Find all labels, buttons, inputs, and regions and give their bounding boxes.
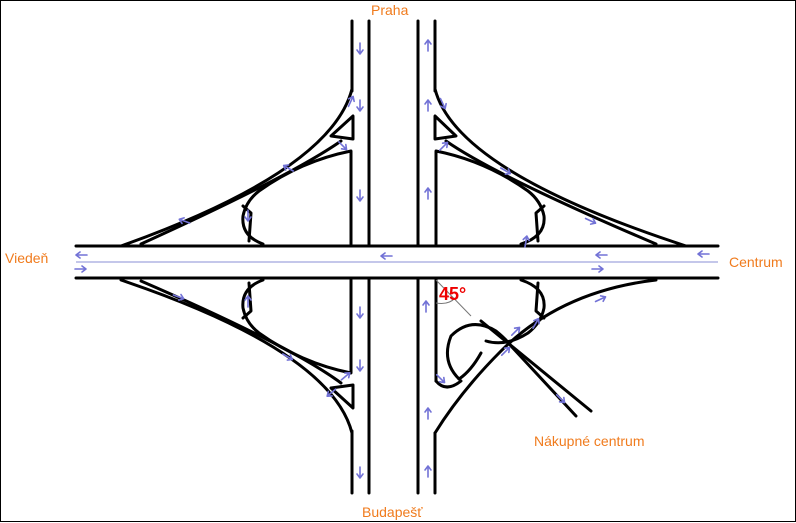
- direction-arrow-icon: [555, 393, 566, 404]
- centrum-label: Centrum: [729, 254, 783, 270]
- ramp-southeast: [433, 278, 658, 435]
- direction-arrow-icon: [435, 373, 446, 384]
- budapest-label: Budapešť: [362, 504, 423, 520]
- direction-arrow-icon: [697, 250, 710, 258]
- direction-arrow-icon: [522, 235, 530, 248]
- direction-arrow-icon: [282, 353, 294, 361]
- ramp-northeast: [433, 87, 688, 248]
- direction-arrow-icon: [244, 295, 252, 308]
- direction-arrow-icon: [424, 407, 432, 420]
- direction-arrow-icon: [500, 346, 511, 357]
- direction-arrow-icon: [422, 300, 430, 313]
- angle-label: 45°: [439, 284, 467, 304]
- direction-arrow-icon: [532, 317, 540, 329]
- direction-arrow-icon: [424, 187, 432, 200]
- direction-arrow-icon: [584, 217, 597, 225]
- direction-arrow-icon: [439, 97, 447, 110]
- direction-arrow-icon: [326, 388, 337, 398]
- shopping-spur: [445, 319, 593, 418]
- direction-arrow-icon: [75, 251, 88, 259]
- direction-arrow-icon: [424, 99, 432, 112]
- north-south-highway: [350, 19, 437, 495]
- direction-arrow-icon: [178, 217, 191, 225]
- direction-arrow-icon: [356, 359, 364, 372]
- direction-arrow-icon: [380, 252, 393, 260]
- shopping-centre-label: Nákupné centrum: [534, 433, 645, 449]
- ramp-northwest: [119, 87, 355, 248]
- direction-arrow-icon: [347, 95, 355, 108]
- direction-arrow-icon: [510, 326, 521, 337]
- direction-arrow-icon: [356, 42, 364, 55]
- angle-marker: [435, 279, 472, 317]
- direction-arrow-icon: [594, 295, 607, 303]
- direction-arrow-icon: [438, 141, 449, 152]
- vieden-label: Viedeň: [5, 250, 49, 266]
- direction-arrow-icon: [337, 140, 348, 151]
- direction-arrow-icon: [424, 39, 432, 52]
- direction-arrow-icon: [356, 99, 364, 112]
- direction-arrow-icon: [282, 164, 294, 172]
- direction-arrow-icon: [172, 293, 185, 301]
- direction-arrows: [74, 39, 710, 479]
- direction-arrow-icon: [424, 465, 432, 478]
- direction-arrow-icon: [500, 167, 512, 175]
- praha-label: Praha: [371, 2, 409, 18]
- direction-arrow-icon: [340, 371, 351, 381]
- direction-arrow-icon: [244, 209, 252, 222]
- ramp-southwest: [119, 278, 355, 435]
- direction-arrow-icon: [74, 265, 87, 273]
- direction-arrow-icon: [356, 466, 364, 479]
- direction-arrow-icon: [591, 265, 604, 273]
- east-west-highway: [74, 244, 720, 280]
- direction-arrow-icon: [595, 251, 608, 259]
- direction-arrow-icon: [356, 189, 364, 202]
- direction-arrow-icon: [356, 306, 364, 319]
